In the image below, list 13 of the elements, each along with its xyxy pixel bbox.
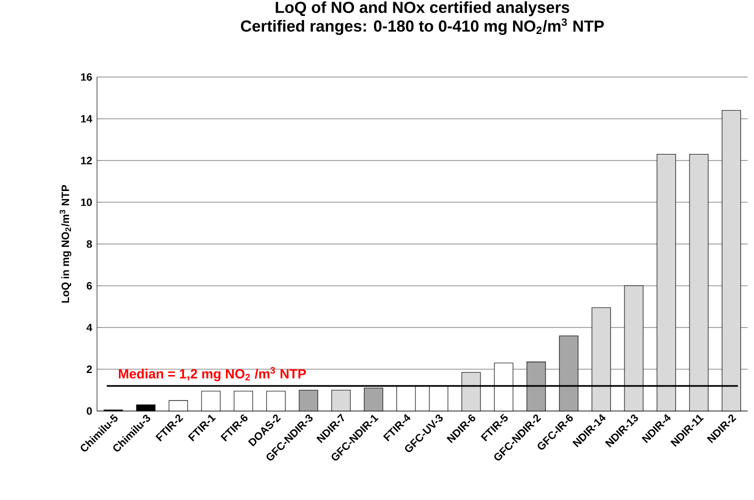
chart-title: LoQ of NO and NOx certified analysers [276,1,570,16]
y-tick-label: 6 [86,282,92,290]
y-tick-label: 0 [86,407,92,415]
y-tick-label: 8 [86,240,92,248]
y-tick-label: 4 [86,324,92,332]
y-tick-label: 2 [86,366,92,373]
ref-line-label: Median = 1,2 mg NO$_{2}$ /m$^{3}$ NTP [118,367,306,382]
y-tick-label: 12 [81,156,92,164]
y-tick-label: 14 [81,115,92,122]
chart-subtitle: Certified ranges: 0-180 to 0-410 mg NO$_{2}$/m$^{3}$ NTP [240,18,604,35]
y-tick-label: 10 [81,198,92,206]
y-tick-label: 16 [81,73,92,81]
y-axis-title: LoQ in mg NO$_{2}$/m$^{3}$ NTP [60,185,72,303]
